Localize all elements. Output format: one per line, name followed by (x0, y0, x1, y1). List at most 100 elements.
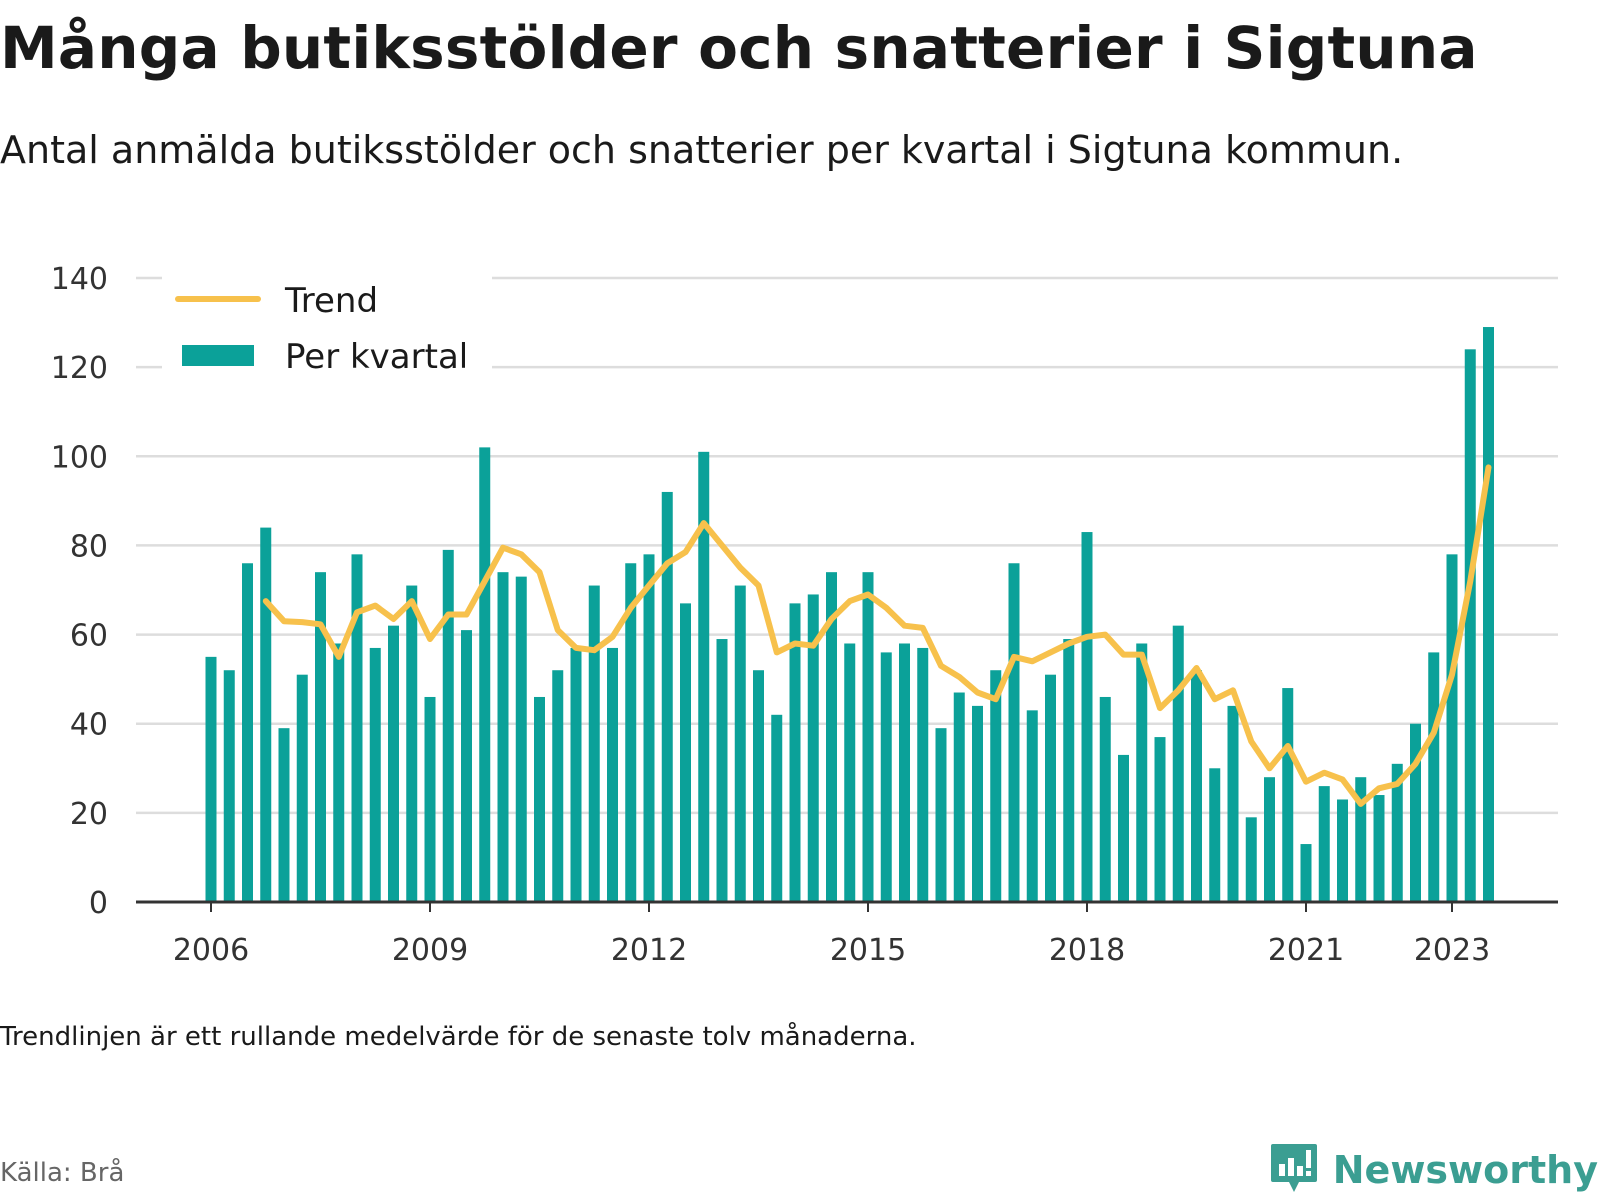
bar-2007-Q2 (296, 674, 308, 902)
y-tick-label: 20 (70, 797, 108, 832)
bar-2022-Q4 (1428, 652, 1440, 902)
bar-2019-Q4 (1209, 768, 1221, 902)
bar-series (205, 327, 1494, 902)
bar-2010-Q2 (515, 576, 527, 902)
bar-2015-Q1 (862, 572, 874, 902)
trend-series (262, 464, 1492, 807)
bar-2020-Q2 (1245, 817, 1257, 902)
bar-2008-Q1 (351, 554, 363, 902)
legend: Trend Per kvartal (162, 276, 492, 378)
bar-2010-Q4 (552, 670, 564, 902)
bar-2019-Q3 (1191, 670, 1202, 902)
bar-2010-Q3 (534, 696, 545, 902)
bar-2016-Q3 (972, 705, 983, 902)
x-tick-label: 2006 (173, 933, 249, 968)
y-tick-label: 60 (70, 619, 108, 654)
bar-2008-Q3 (388, 625, 399, 902)
bar-2023-Q2 (1464, 349, 1476, 902)
bar-2009-Q2 (442, 549, 454, 902)
bar-2018-Q2 (1099, 696, 1111, 902)
y-tick-label: 140 (51, 262, 108, 297)
bar-2023-Q1 (1446, 554, 1458, 902)
bar-2014-Q1 (789, 603, 801, 902)
bar-2015-Q2 (880, 652, 892, 902)
bar-2006-Q3 (242, 563, 253, 902)
x-tick-label: 2009 (392, 933, 468, 968)
bar-2020-Q4 (1282, 688, 1294, 902)
bar-2012-Q3 (680, 603, 691, 902)
bar-2012-Q4 (698, 451, 710, 902)
bar-2009-Q1 (424, 696, 436, 902)
bar-2022-Q2 (1391, 763, 1403, 902)
brand-logo: Newsworthy (1269, 1142, 1598, 1198)
bar-2014-Q3 (826, 572, 837, 902)
bar-2023-Q3 (1483, 327, 1494, 902)
bar-2015-Q3 (899, 643, 910, 902)
legend-bar-swatch (182, 345, 254, 366)
bar-2009-Q4 (479, 447, 491, 902)
legend-trend-label: Trend (284, 281, 378, 321)
chart-note: Trendlinjen är ett rullande medelvärde f… (0, 1022, 917, 1052)
newsworthy-logo-icon (1270, 1144, 1317, 1192)
y-tick-label: 40 (70, 708, 108, 743)
bar-2015-Q4 (917, 647, 929, 902)
chart-title: Många butiksstölder och snatterier i Sig… (0, 14, 1478, 82)
bar-2008-Q4 (406, 585, 418, 902)
y-tick-label: 80 (70, 529, 108, 564)
brand-name: Newsworthy (1332, 1148, 1598, 1192)
bar-2022-Q3 (1410, 723, 1421, 902)
bar-2018-Q3 (1118, 754, 1129, 902)
bar-2020-Q3 (1264, 777, 1275, 902)
bar-2011-Q2 (588, 585, 600, 902)
x-tick-label: 2012 (611, 933, 687, 968)
bar-2013-Q3 (753, 670, 764, 902)
bar-2021-Q1 (1300, 844, 1312, 902)
bar-2016-Q1 (935, 728, 947, 902)
y-tick-label: 0 (89, 886, 108, 921)
bar-2011-Q3 (607, 647, 618, 902)
bar-2013-Q1 (716, 639, 728, 902)
bar-2022-Q1 (1373, 795, 1385, 902)
y-tick-label: 100 (51, 440, 108, 475)
x-tick-label: 2018 (1049, 933, 1125, 968)
bar-2017-Q2 (1026, 710, 1038, 902)
bar-2007-Q3 (315, 572, 326, 902)
bar-2014-Q4 (844, 643, 856, 902)
bar-2021-Q2 (1318, 786, 1330, 902)
bar-2019-Q2 (1172, 625, 1184, 902)
bar-2006-Q4 (260, 527, 272, 902)
bar-2012-Q1 (643, 554, 655, 902)
bar-2014-Q2 (807, 594, 819, 902)
source-label: Källa: Brå (0, 1158, 125, 1188)
x-tick-label: 2023 (1414, 933, 1490, 968)
bar-2006-Q2 (223, 670, 235, 902)
bar-2020-Q1 (1227, 705, 1239, 902)
bar-2017-Q3 (1045, 674, 1056, 902)
chart-subtitle: Antal anmälda butiksstölder och snatteri… (0, 128, 1404, 172)
bar-2016-Q2 (953, 692, 965, 902)
bar-2008-Q2 (369, 647, 381, 902)
legend-bar-label: Per kvartal (285, 337, 468, 377)
x-tick-label: 2021 (1268, 933, 1344, 968)
bar-2013-Q2 (734, 585, 746, 902)
bar-2007-Q1 (278, 728, 290, 902)
bar-2018-Q1 (1081, 532, 1093, 902)
bar-2016-Q4 (990, 670, 1002, 902)
axes: 0 20 40 60 80 100 120 140 2006 2009 2012 2015 2018 20… (51, 262, 1558, 968)
bar-2010-Q1 (497, 572, 509, 902)
bar-2011-Q1 (570, 647, 582, 902)
bar-2009-Q3 (461, 630, 472, 902)
trend-line (262, 464, 1492, 807)
bar-2017-Q1 (1008, 563, 1020, 902)
bar-2019-Q1 (1154, 737, 1166, 902)
x-tick-label: 2015 (830, 933, 906, 968)
bar-2006-Q1 (205, 656, 217, 902)
bar-2021-Q3 (1337, 799, 1348, 902)
y-tick-label: 120 (51, 351, 108, 386)
bar-2017-Q4 (1063, 639, 1075, 902)
bar-2011-Q4 (625, 563, 637, 902)
bar-2007-Q4 (333, 643, 345, 902)
bar-2021-Q4 (1355, 777, 1367, 902)
bar-2012-Q2 (661, 491, 673, 902)
